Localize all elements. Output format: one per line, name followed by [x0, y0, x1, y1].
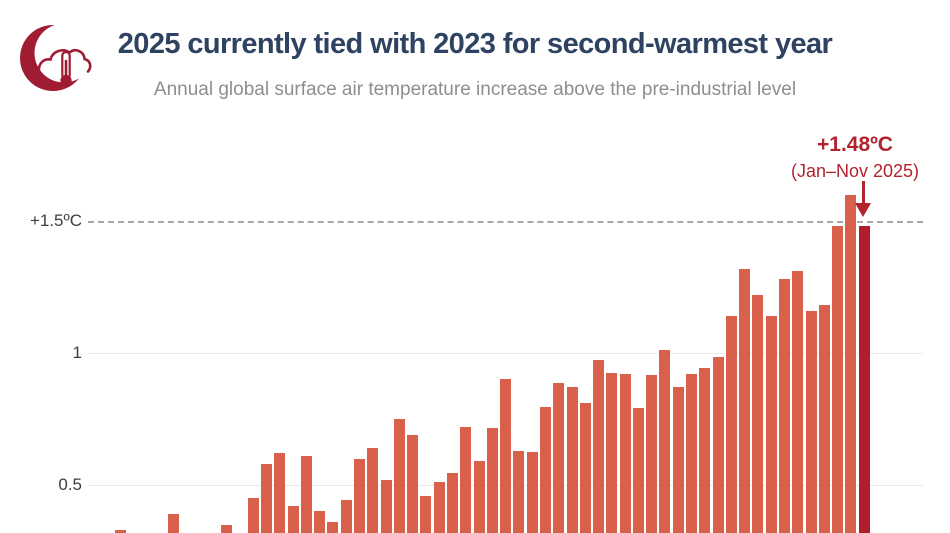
- bar-1995: [460, 426, 472, 533]
- bar-2012: [686, 374, 698, 533]
- gridline: [88, 353, 923, 354]
- cloud-thermometer-logo-icon: [20, 23, 94, 91]
- bar-2016: [739, 268, 751, 533]
- bar-2024: [845, 194, 857, 533]
- bar-1969: [115, 529, 126, 533]
- bar-2007: [619, 374, 631, 533]
- bar-2018: [765, 316, 777, 533]
- bar-1997: [486, 428, 498, 533]
- bar-2019: [779, 279, 790, 533]
- bar-1991: [407, 434, 419, 533]
- bar-1994: [447, 473, 458, 533]
- bar-1980: [261, 463, 273, 533]
- bar-2009: [646, 375, 658, 533]
- bar-2001: [539, 407, 551, 533]
- bar-1988: [367, 448, 379, 533]
- y-axis-tick-label: +1.5ºC: [29, 211, 82, 230]
- bar-1983: [300, 455, 312, 533]
- bar-2006: [606, 372, 618, 533]
- bar-2014: [712, 356, 724, 533]
- highlight-period-label: (Jan–Nov 2025): [790, 161, 920, 182]
- highlighted-bar-2025: [858, 226, 870, 533]
- bar-2021: [805, 310, 817, 533]
- page-subtitle: Annual global surface air temperature in…: [153, 79, 797, 100]
- bar-1996: [473, 461, 485, 533]
- bar-1979: [247, 498, 259, 533]
- bar-1977: [221, 524, 233, 533]
- bar-1990: [393, 419, 405, 533]
- bar-2011: [672, 387, 684, 533]
- bar-2003: [566, 387, 578, 533]
- bar-1992: [420, 495, 432, 533]
- bar-2020: [792, 271, 804, 533]
- page-title: 2025 currently tied with 2023 for second…: [117, 28, 833, 60]
- bar-2004: [579, 403, 591, 533]
- annotation-arrow-line: [862, 181, 865, 204]
- reference-line-1-5c: [88, 221, 923, 223]
- highlight-value-label: +1.48ºC: [817, 133, 893, 156]
- y-axis-tick-label: 0.5: [58, 475, 82, 494]
- bar-1986: [340, 499, 352, 533]
- bar-1989: [380, 479, 392, 533]
- bar-1981: [274, 453, 286, 533]
- bar-2002: [553, 383, 565, 533]
- bar-2008: [632, 408, 644, 533]
- y-axis-tick-label: 1: [72, 343, 82, 362]
- bar-1987: [354, 458, 366, 533]
- bar-1993: [433, 482, 445, 533]
- bar-2017: [752, 294, 764, 533]
- bar-1982: [287, 506, 299, 533]
- bar-2023: [832, 226, 844, 533]
- bar-1998: [500, 379, 512, 533]
- bar-2000: [526, 452, 538, 533]
- highlight-annotation: +1.48ºC (Jan–Nov 2025): [755, 130, 950, 185]
- bar-1973: [168, 514, 180, 533]
- bar-2015: [725, 316, 737, 533]
- bar-2005: [593, 359, 605, 533]
- bar-2022: [818, 305, 830, 533]
- bar-1984: [314, 511, 326, 533]
- bar-2010: [659, 350, 671, 533]
- annotation-arrow-head-icon: [855, 203, 871, 217]
- bar-1985: [327, 521, 339, 533]
- bar-2013: [699, 367, 711, 533]
- bar-1999: [513, 450, 525, 533]
